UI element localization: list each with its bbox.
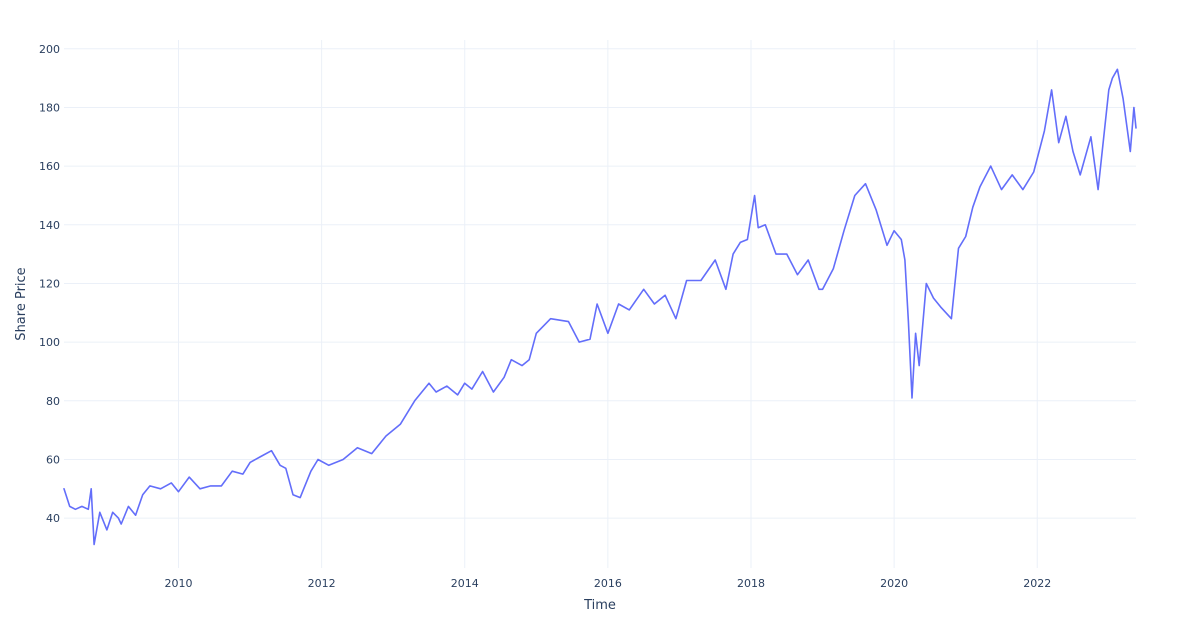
y-tick-label: 120 <box>39 277 60 290</box>
x-tick-label: 2022 <box>1023 577 1051 590</box>
x-tick-label: 2012 <box>308 577 336 590</box>
y-tick-label: 200 <box>39 43 60 56</box>
series-layer <box>63 68 1137 546</box>
y-gridlines <box>64 48 1136 519</box>
y-tick-label: 160 <box>39 160 60 173</box>
y-tick-label: 100 <box>39 336 60 349</box>
x-tick-label: 2014 <box>451 577 479 590</box>
y-tick-label: 80 <box>46 395 60 408</box>
y-tick-label: 140 <box>39 219 60 232</box>
y-tick-labels: 40 60 80 100 120 140 160 180 200 <box>39 43 60 525</box>
price-line <box>63 68 1137 546</box>
x-tick-label: 2010 <box>164 577 192 590</box>
x-gridlines <box>177 40 1038 568</box>
x-tick-label: 2020 <box>880 577 908 590</box>
y-axis-title: Share Price <box>14 267 29 340</box>
y-tick-label: 40 <box>46 512 60 525</box>
x-axis-title: Time <box>583 598 616 613</box>
y-tick-label: 60 <box>46 453 60 466</box>
y-tick-label: 180 <box>39 101 60 114</box>
x-tick-label: 2018 <box>737 577 765 590</box>
x-tick-labels: 2010 2012 2014 2016 2018 2020 2022 <box>164 577 1051 590</box>
x-tick-label: 2016 <box>594 577 622 590</box>
